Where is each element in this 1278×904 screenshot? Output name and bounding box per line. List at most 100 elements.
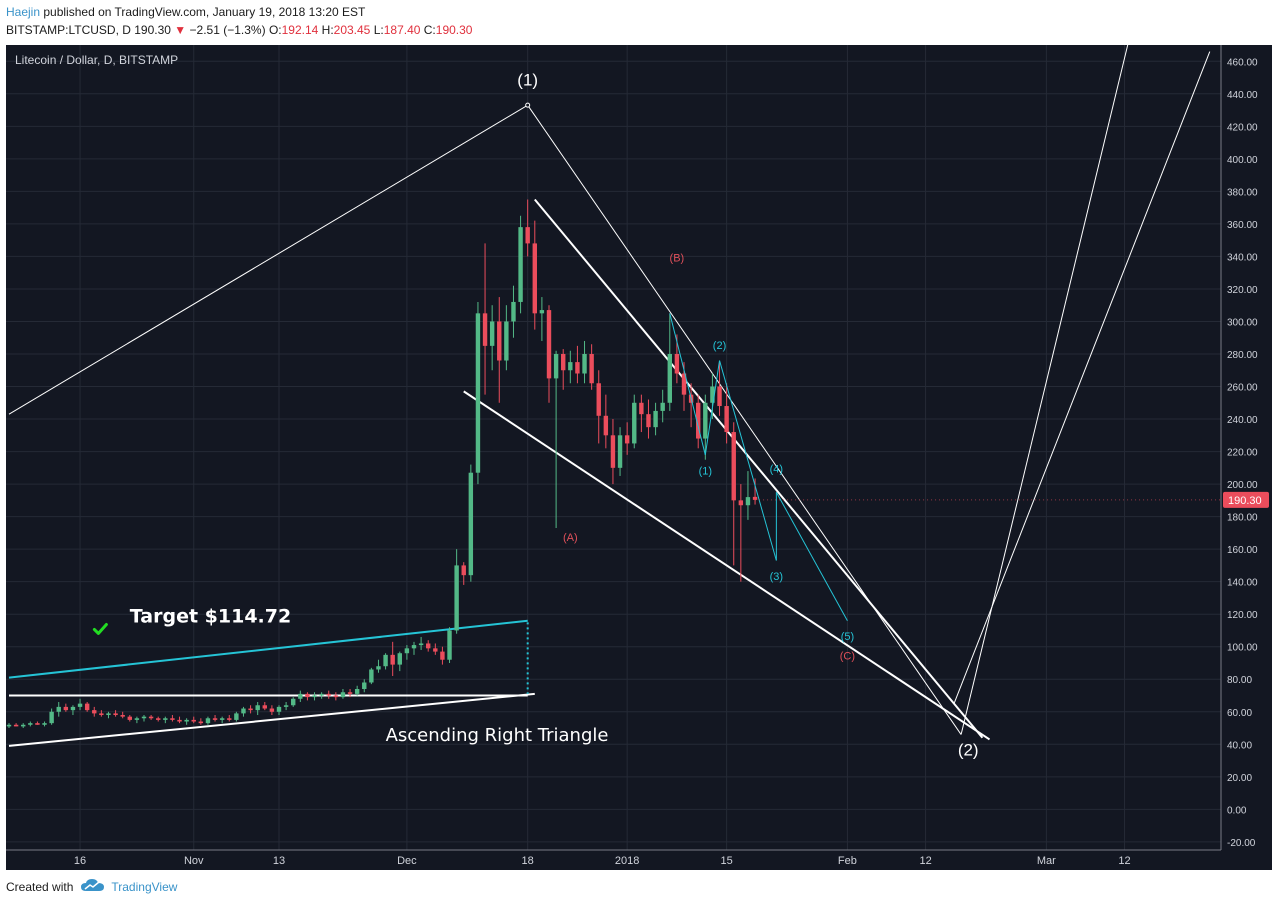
- y-tick-label: 460.00: [1227, 57, 1258, 68]
- y-tick-label: 40.00: [1227, 740, 1252, 751]
- publication-header: Haejin published on TradingView.com, Jan…: [6, 3, 365, 22]
- candle-up: [553, 353, 559, 379]
- last-price: 190.30: [134, 23, 171, 37]
- candle-up: [397, 653, 402, 665]
- y-tick-label: 280.00: [1227, 350, 1258, 361]
- candle-down: [426, 643, 431, 649]
- candle-up: [511, 301, 516, 322]
- candle-up: [205, 718, 211, 724]
- candle-down: [120, 715, 125, 717]
- candle-down: [212, 718, 218, 720]
- time-axis[interactable]: 16 Nov 13 Dec 18 2018 15 Feb 12 Mar 12: [6, 849, 1221, 867]
- intermediate-wave-label: (A): [563, 532, 578, 544]
- candle-up: [21, 724, 26, 727]
- down-arrow-icon: ▼: [174, 23, 187, 37]
- y-tick-label: 20.00: [1227, 773, 1252, 784]
- candle-down: [752, 496, 758, 500]
- candle-up: [489, 321, 495, 346]
- y-tick-label: 300.00: [1227, 317, 1258, 328]
- projection-line-1: [960, 45, 1129, 735]
- candle-up: [49, 711, 54, 724]
- candle-down: [99, 713, 104, 716]
- candle-up: [28, 723, 33, 725]
- footer: Created with TradingView: [6, 878, 177, 895]
- wave-1-down-line: [527, 104, 962, 735]
- x-tick-label: 18: [522, 855, 534, 867]
- candle-up: [291, 698, 296, 706]
- minor-wave-segment: [669, 313, 706, 455]
- x-tick-label: 15: [721, 855, 733, 867]
- candle-down: [269, 708, 275, 712]
- last-price-tag: [1223, 491, 1269, 508]
- y-tick-label: 0.00: [1227, 805, 1247, 816]
- candle-up: [745, 497, 751, 506]
- candle-down: [497, 321, 502, 361]
- intermediate-wave-label: (C): [840, 651, 855, 663]
- candle-down: [717, 386, 722, 407]
- candle-down: [198, 721, 204, 724]
- candle-down: [738, 500, 744, 506]
- candle-up: [475, 313, 481, 473]
- wedge-lower-line: [463, 390, 991, 741]
- minor-wave-segment: [719, 360, 777, 561]
- price-chart[interactable]: (1) (2) (A) (B) (C) (1) (2) (3) (4) (5) Target $11…: [6, 45, 1272, 870]
- tradingview-cloud-icon: [81, 878, 105, 895]
- candle-down: [156, 718, 161, 720]
- candle-down: [35, 723, 40, 725]
- low-label: L:: [373, 23, 384, 37]
- published-text: published on TradingView.com, January 19…: [40, 5, 366, 19]
- candle-up: [77, 703, 83, 707]
- high-label: H:: [321, 23, 334, 37]
- candle-up: [134, 718, 140, 720]
- candle-up: [298, 693, 303, 699]
- y-tick-label: -20.00: [1227, 838, 1256, 849]
- chart-area[interactable]: (1) (2) (A) (B) (C) (1) (2) (3) (4) (5) Target $11…: [6, 45, 1272, 870]
- open-label: O:: [268, 23, 282, 37]
- candle-down: [127, 716, 132, 720]
- tradingview-link[interactable]: TradingView: [111, 879, 178, 894]
- target-label: Target $114.72: [130, 605, 291, 627]
- triangle-support-line: [8, 692, 535, 747]
- candle-down: [525, 227, 530, 244]
- candle-up: [404, 648, 410, 654]
- candle-up: [276, 706, 282, 712]
- candle-down: [113, 713, 118, 716]
- candle-up: [710, 386, 715, 403]
- candle-down: [390, 654, 395, 665]
- candle-down: [13, 724, 19, 727]
- quote-line: BITSTAMP:LTCUSD, D 190.30 ▼ −2.51 (−1.3%…: [6, 21, 472, 40]
- candle-up: [667, 353, 672, 403]
- candle-down: [433, 648, 438, 652]
- y-tick-label: 80.00: [1227, 675, 1252, 686]
- candle-up: [141, 716, 147, 719]
- candle-down: [546, 310, 552, 379]
- candle-up: [660, 402, 665, 411]
- candle-down: [639, 402, 644, 415]
- y-tick-label: 440.00: [1227, 90, 1258, 101]
- y-tick-label: 180.00: [1227, 513, 1258, 524]
- change-value: −2.51 (−1.3%): [189, 23, 266, 37]
- candle-down: [227, 718, 232, 720]
- candle-up: [568, 362, 573, 371]
- created-with-text: Created with: [6, 879, 74, 894]
- y-tick-label: 60.00: [1227, 708, 1252, 719]
- candle-up: [106, 713, 111, 716]
- candle-down: [603, 415, 609, 436]
- candle-up: [241, 708, 246, 714]
- candle-down: [191, 719, 196, 722]
- author-link[interactable]: Haejin: [6, 5, 41, 19]
- price-axis[interactable]: -20.00 0.00 20.00 40.00 60.00 80.00 100.00 120.…: [1220, 45, 1269, 850]
- intermediate-wave-label: (B): [670, 252, 685, 264]
- candle-down: [674, 353, 680, 374]
- candle-up: [6, 724, 12, 727]
- candle-up: [539, 310, 545, 314]
- candle-down: [575, 362, 580, 374]
- open-value: 192.14: [281, 23, 319, 37]
- x-tick-label: Dec: [397, 855, 417, 867]
- wave-1-up-line: [8, 104, 528, 415]
- low-value: 187.40: [383, 23, 421, 37]
- candle-down: [731, 432, 736, 501]
- candle-down: [532, 243, 537, 314]
- check-icon: [92, 622, 108, 635]
- candle-down: [696, 402, 701, 439]
